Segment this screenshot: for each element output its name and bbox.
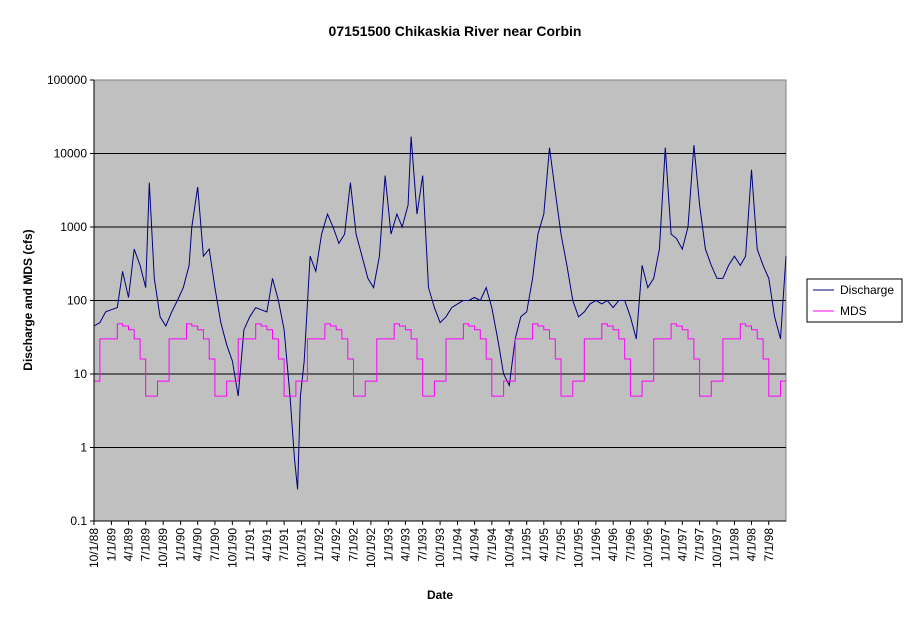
y-tick-label: 100 (67, 294, 87, 308)
x-tick-label: 4/1/91 (260, 528, 274, 562)
x-tick-label: 4/1/93 (398, 528, 412, 562)
x-tick-label: 1/1/92 (312, 528, 326, 562)
x-tick-label: 4/1/96 (606, 528, 620, 562)
legend-label-mds: MDS (840, 304, 867, 318)
x-tick-label: 7/1/93 (416, 528, 430, 562)
x-tick-label: 10/1/88 (87, 528, 101, 568)
x-tick-label: 10/1/91 (295, 528, 309, 568)
x-tick-label: 10/1/93 (433, 528, 447, 568)
x-tick-label: 7/1/98 (762, 528, 776, 562)
x-tick-label: 7/1/91 (277, 528, 291, 562)
x-tick-label: 1/1/89 (104, 528, 118, 562)
x-tick-label: 10/1/90 (225, 528, 239, 568)
y-tick-label: 0.1 (70, 514, 87, 528)
x-tick-label: 1/1/98 (727, 528, 741, 562)
y-tick-label: 1000 (60, 220, 87, 234)
y-axis-label: Discharge and MDS (cfs) (21, 229, 35, 370)
x-tick-label: 7/1/94 (485, 528, 499, 562)
x-tick-label: 10/1/96 (641, 528, 655, 568)
x-tick-label: 10/1/94 (502, 528, 516, 568)
x-tick-label: 7/1/95 (554, 528, 568, 562)
x-tick-label: 7/1/97 (693, 528, 707, 562)
x-tick-label: 4/1/94 (468, 528, 482, 562)
x-tick-label: 1/1/95 (520, 528, 534, 562)
x-tick-label: 1/1/97 (658, 528, 672, 562)
y-tick-label: 100000 (47, 73, 87, 87)
legend-box (806, 278, 903, 323)
series-group (93, 136, 787, 490)
x-axis-label: Date (427, 588, 453, 602)
x-tick-label: 10/1/89 (156, 528, 170, 568)
x-tick-label: 7/1/96 (623, 528, 637, 562)
x-tick-label: 10/1/95 (571, 528, 585, 568)
x-axis-ticks: 10/1/88 1/1/89 4/1/89 7/1/89 10/1/89 1/1/90 4/… (87, 521, 776, 568)
x-tick-label: 10/1/92 (364, 528, 378, 568)
x-tick-label: 7/1/92 (346, 528, 360, 562)
x-tick-label: 4/1/90 (191, 528, 205, 562)
series-line-mds (94, 323, 786, 397)
x-tick-label: 4/1/89 (121, 528, 135, 562)
x-tick-label: 1/1/94 (451, 528, 465, 562)
x-tick-label: 10/1/97 (710, 528, 724, 568)
x-tick-label: 4/1/97 (675, 528, 689, 562)
chart-title: 07151500 Chikaskia River near Corbin (329, 23, 582, 39)
x-tick-label: 1/1/96 (589, 528, 603, 562)
legend-label-discharge: Discharge (840, 283, 894, 297)
x-tick-label: 4/1/92 (329, 528, 343, 562)
y-axis-ticks: 0.1 1 10 100 1000 10000 100000 (47, 73, 94, 528)
x-tick-label: 4/1/98 (745, 528, 759, 562)
x-tick-label: 7/1/89 (139, 528, 153, 562)
x-tick-label: 7/1/90 (208, 528, 222, 562)
x-tick-label: 1/1/90 (174, 528, 188, 562)
series-line-discharge (93, 136, 787, 490)
y-tick-label: 10 (74, 367, 88, 381)
x-tick-label: 4/1/95 (537, 528, 551, 562)
y-tick-label: 10000 (54, 147, 88, 161)
x-tick-label: 1/1/93 (381, 528, 395, 562)
grid-lines (94, 153, 786, 448)
legend: Discharge MDS (806, 278, 903, 323)
y-tick-label: 1 (80, 441, 87, 455)
x-tick-label: 1/1/91 (243, 528, 257, 562)
